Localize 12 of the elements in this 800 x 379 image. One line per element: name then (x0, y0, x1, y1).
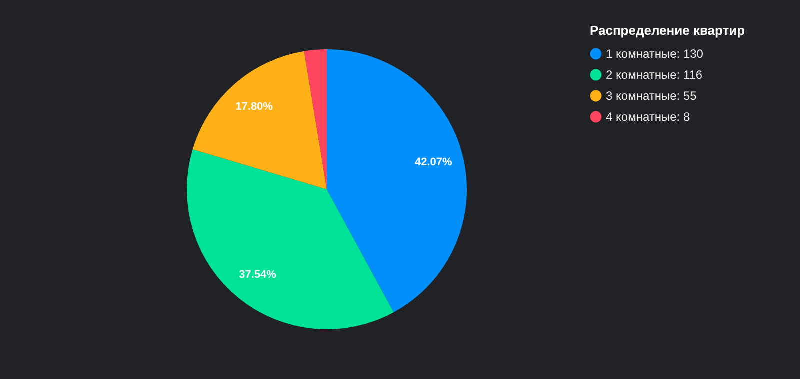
pie-slice (192, 51, 327, 190)
data-label: 17.80% (236, 100, 274, 113)
pie-slice (304, 50, 327, 190)
pie-slice (187, 150, 394, 330)
legend-label: 3 комнатные: 55 (606, 89, 698, 103)
pie-slice (327, 50, 467, 312)
data-label: 37.54% (239, 268, 277, 281)
legend-label: 4 комнатные: 8 (606, 110, 690, 124)
legend-label: 2 комнатные: 116 (606, 68, 703, 82)
legend-title: Распределение квартир (590, 23, 746, 38)
data-label: 42.07% (414, 156, 452, 168)
legend-label: 1 комнатные: 130 (606, 47, 704, 61)
